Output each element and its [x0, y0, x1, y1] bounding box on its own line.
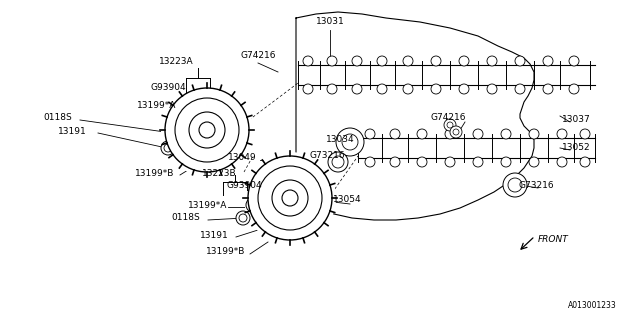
Circle shape [246, 198, 260, 212]
Circle shape [236, 211, 250, 225]
Circle shape [473, 157, 483, 167]
Text: 13191: 13191 [58, 126, 86, 135]
Text: G73216: G73216 [309, 150, 345, 159]
Text: 13199*A: 13199*A [138, 100, 177, 109]
Text: G93904: G93904 [150, 84, 186, 92]
Circle shape [501, 157, 511, 167]
Text: A013001233: A013001233 [568, 301, 616, 310]
Text: 13037: 13037 [562, 116, 590, 124]
Circle shape [327, 84, 337, 94]
Circle shape [529, 157, 539, 167]
Text: G74216: G74216 [240, 51, 276, 60]
Text: 0118S: 0118S [172, 213, 200, 222]
Circle shape [168, 126, 182, 140]
Text: 13199*B: 13199*B [206, 247, 246, 257]
Circle shape [248, 156, 332, 240]
Circle shape [459, 84, 469, 94]
Circle shape [515, 84, 525, 94]
Circle shape [445, 129, 455, 139]
Text: 13223A: 13223A [159, 58, 193, 67]
Text: 13223B: 13223B [202, 169, 236, 178]
Circle shape [244, 152, 336, 244]
Circle shape [352, 84, 362, 94]
Circle shape [569, 56, 579, 66]
Circle shape [459, 56, 469, 66]
Text: G93904: G93904 [226, 181, 262, 190]
Circle shape [431, 84, 441, 94]
Circle shape [431, 56, 441, 66]
Circle shape [580, 129, 590, 139]
Circle shape [327, 56, 337, 66]
Text: 13054: 13054 [333, 196, 362, 204]
Text: 0118S: 0118S [44, 114, 72, 123]
Circle shape [503, 173, 527, 197]
Circle shape [450, 126, 462, 138]
Circle shape [487, 56, 497, 66]
Circle shape [161, 141, 175, 155]
Circle shape [377, 56, 387, 66]
Circle shape [487, 84, 497, 94]
Circle shape [580, 157, 590, 167]
Circle shape [365, 129, 375, 139]
Text: G74216: G74216 [430, 114, 466, 123]
Circle shape [189, 112, 225, 148]
Circle shape [557, 129, 567, 139]
Circle shape [417, 129, 427, 139]
Circle shape [529, 129, 539, 139]
Text: 13049: 13049 [228, 154, 256, 163]
Circle shape [501, 129, 511, 139]
Text: FRONT: FRONT [538, 236, 568, 244]
Circle shape [365, 157, 375, 167]
Circle shape [272, 180, 308, 216]
Circle shape [543, 56, 553, 66]
Circle shape [444, 119, 456, 131]
Text: 13199*A: 13199*A [188, 201, 228, 210]
Circle shape [336, 128, 364, 156]
Circle shape [303, 56, 313, 66]
Circle shape [557, 157, 567, 167]
Text: 13191: 13191 [200, 231, 228, 241]
Text: 13052: 13052 [562, 143, 590, 153]
Circle shape [445, 157, 455, 167]
Circle shape [352, 56, 362, 66]
Circle shape [417, 157, 427, 167]
Circle shape [403, 56, 413, 66]
Circle shape [569, 84, 579, 94]
Circle shape [390, 157, 400, 167]
Circle shape [515, 56, 525, 66]
Circle shape [328, 152, 348, 172]
Circle shape [403, 84, 413, 94]
Circle shape [377, 84, 387, 94]
Circle shape [161, 84, 253, 176]
Text: 13034: 13034 [326, 135, 355, 145]
Circle shape [473, 129, 483, 139]
Circle shape [165, 88, 249, 172]
Circle shape [543, 84, 553, 94]
Circle shape [303, 84, 313, 94]
Text: 13031: 13031 [316, 18, 344, 27]
Circle shape [390, 129, 400, 139]
Text: G73216: G73216 [518, 180, 554, 189]
Text: 13199*B: 13199*B [135, 169, 175, 178]
